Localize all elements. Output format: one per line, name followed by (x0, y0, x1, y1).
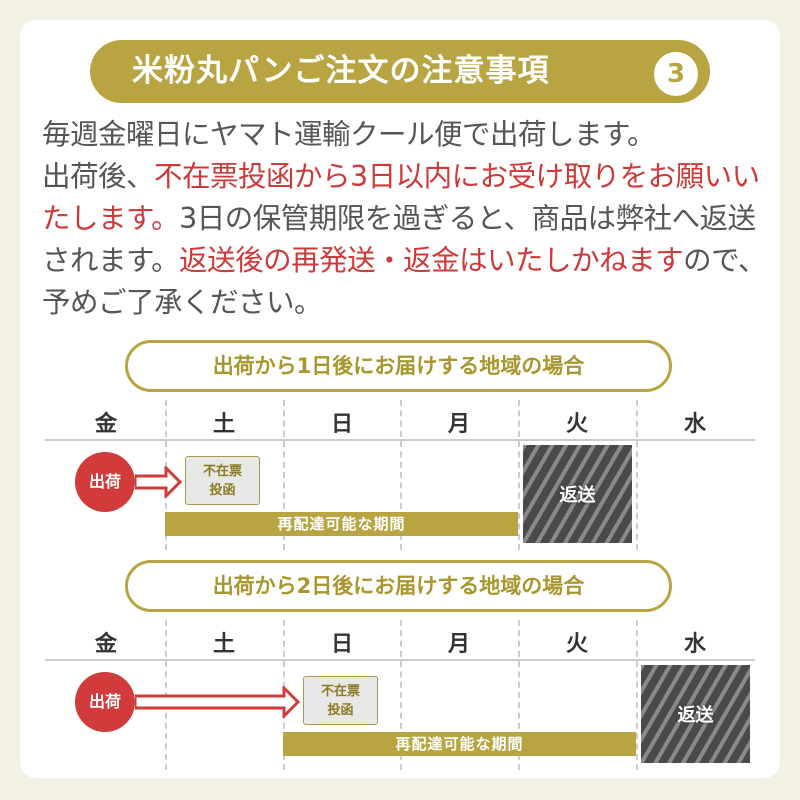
day-label: 金 (94, 412, 117, 437)
day-label: 日 (330, 632, 353, 657)
day-divider (518, 620, 520, 770)
arrow-right-icon (135, 686, 301, 718)
arrow-right-icon (135, 466, 183, 498)
return-block: 返送 (641, 665, 750, 763)
day-label: 火 (565, 412, 588, 437)
redelivery-period-bar: 再配達可能な期間 (283, 732, 636, 756)
absence-notice-box: 不在票 投函 (185, 456, 260, 505)
day-divider (636, 400, 638, 550)
return-block: 返送 (523, 445, 632, 543)
day-label: 日 (330, 412, 353, 437)
page-number-badge: 3 (654, 52, 698, 96)
day-divider (283, 400, 285, 550)
ship-badge: 出荷 (75, 452, 135, 512)
day-label: 月 (447, 632, 470, 657)
day-divider (400, 620, 402, 770)
timeline-axis (45, 439, 755, 441)
section-heading: 出荷から1日後にお届けする地域の場合 (125, 340, 672, 392)
day-label: 水 (683, 412, 706, 437)
day-label: 水 (683, 632, 706, 657)
page-title: 米粉丸パンご注文の注意事項 (90, 40, 710, 103)
day-divider (400, 400, 402, 550)
ship-badge: 出荷 (75, 672, 135, 732)
day-label: 火 (565, 632, 588, 657)
day-label: 金 (94, 632, 117, 657)
notice-text: 毎週金曜日にヤマト運輸クール便で出荷します。 出荷後、不在票投函から3日以内にお… (42, 118, 767, 319)
day-label: 月 (447, 412, 470, 437)
day-label: 土 (212, 412, 235, 437)
day-divider (518, 400, 520, 550)
day-divider (636, 620, 638, 770)
day-label: 土 (212, 632, 235, 657)
section-heading: 出荷から2日後にお届けする地域の場合 (125, 560, 672, 612)
absence-notice-box: 不在票 投函 (303, 676, 378, 725)
redelivery-period-bar: 再配達可能な期間 (165, 512, 518, 536)
timeline-axis (45, 659, 755, 661)
